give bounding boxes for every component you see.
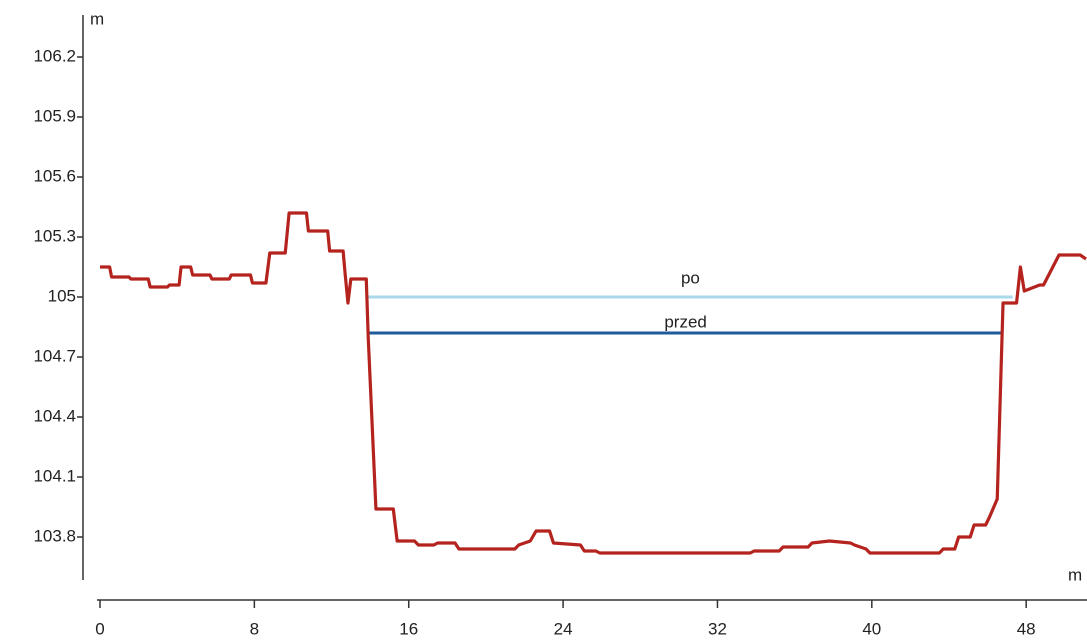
y-tick-label: 105.9	[33, 106, 76, 125]
y-tick-label: 105.6	[33, 166, 76, 185]
x-tick-label: 24	[554, 619, 573, 638]
y-tick-label: 104.7	[33, 346, 76, 365]
line-label: po	[681, 268, 700, 287]
y-tick-label: 106.2	[33, 46, 76, 65]
x-axis-label: m	[1068, 565, 1082, 584]
y-tick-label: 104.1	[33, 466, 76, 485]
x-tick-label: 8	[250, 619, 259, 638]
y-axis-label: m	[90, 9, 104, 28]
line-label: przed	[664, 312, 707, 331]
profile-line	[100, 211, 1087, 555]
y-tick-label: 105	[48, 286, 76, 305]
x-tick-label: 16	[399, 619, 418, 638]
x-tick-label: 32	[708, 619, 727, 638]
y-tick-label: 104.4	[33, 406, 76, 425]
y-tick-label: 103.8	[33, 526, 76, 545]
y-tick-label: 105.3	[33, 226, 76, 245]
x-tick-label: 40	[862, 619, 881, 638]
x-tick-label: 48	[1017, 619, 1036, 638]
x-tick-label: 0	[95, 619, 104, 638]
